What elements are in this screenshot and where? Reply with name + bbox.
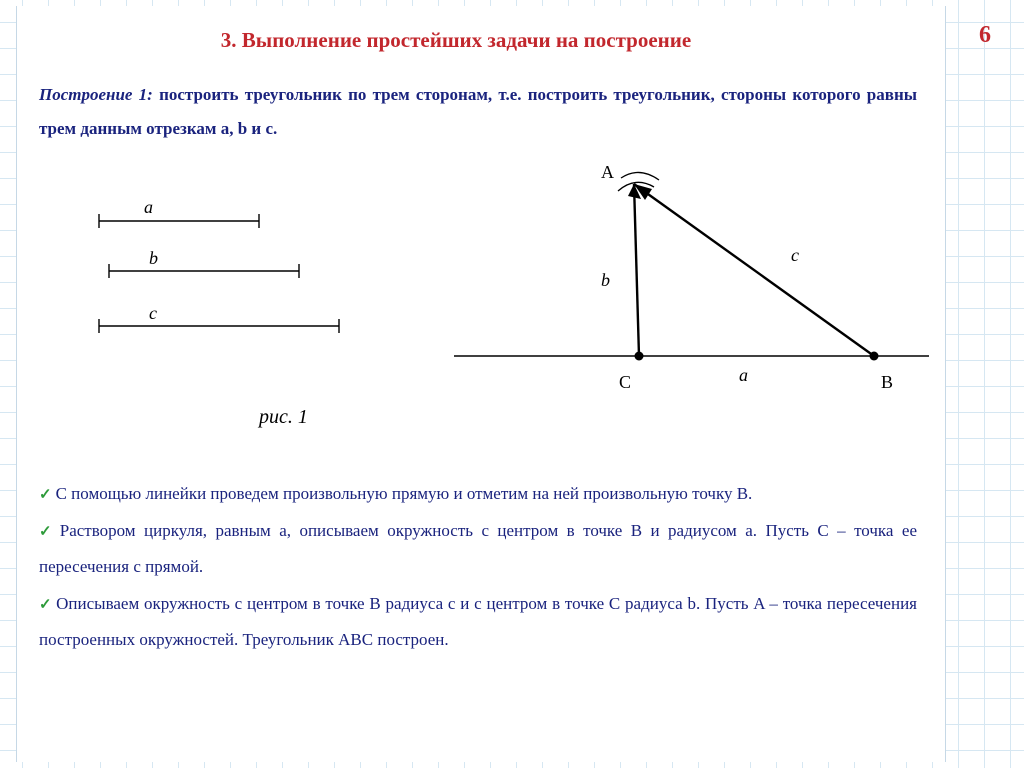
figure: a b c: [39, 156, 925, 431]
construction-steps: ✓С помощью линейки проведем произвольную…: [39, 476, 917, 659]
check-icon: ✓: [39, 486, 52, 503]
check-icon: ✓: [39, 596, 52, 613]
step-2: ✓Раствором циркуля, равным a, описываем …: [39, 513, 917, 586]
step-3-text: Описываем окружность с центром в точке B…: [39, 594, 917, 650]
step-3: ✓Описываем окружность с центром в точке …: [39, 586, 917, 659]
figure-caption: рис. 1: [259, 406, 308, 429]
instruction-body: построить треугольник по трем сторонам, …: [39, 85, 917, 138]
step-2-text: Раствором циркуля, равным a, описываем о…: [39, 521, 917, 577]
construction-instruction: Построение 1: построить треугольник по т…: [39, 78, 917, 146]
vertex-B-label: B: [881, 372, 893, 392]
step-1-text: С помощью линейки проведем произвольную …: [56, 484, 753, 503]
segment-b-label: b: [149, 248, 158, 268]
side-c-label: c: [791, 245, 799, 265]
side-b-label: b: [601, 270, 610, 290]
segment-c-label: c: [149, 303, 157, 323]
given-segments: a b c: [99, 197, 339, 333]
content-sheet: 3. Выполнение простейших задачи на постр…: [16, 6, 946, 762]
side-a-label: a: [739, 365, 748, 385]
page-number: 6: [954, 22, 1016, 49]
section-title: 3. Выполнение простейших задачи на постр…: [47, 28, 865, 53]
check-icon: ✓: [39, 523, 56, 540]
triangle-construction: A C B a b c: [454, 162, 929, 392]
vertex-A-label: A: [601, 162, 614, 182]
instruction-lead: Построение 1:: [39, 85, 153, 104]
segment-a-label: a: [144, 197, 153, 217]
vertex-C-label: C: [619, 372, 631, 392]
step-1: ✓С помощью линейки проведем произвольную…: [39, 476, 917, 513]
figure-svg: a b c: [39, 156, 925, 431]
